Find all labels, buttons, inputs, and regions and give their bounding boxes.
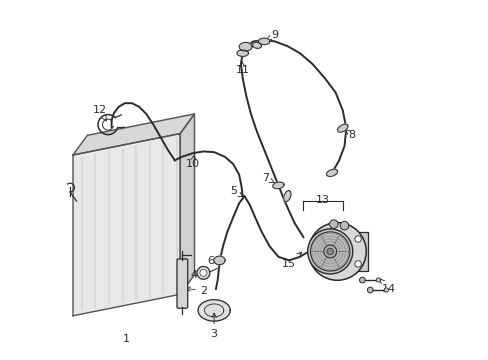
Circle shape — [308, 222, 366, 280]
Text: 3: 3 — [210, 313, 217, 339]
Circle shape — [329, 220, 337, 228]
Text: 13: 13 — [315, 195, 329, 204]
Circle shape — [310, 232, 349, 271]
Circle shape — [376, 278, 380, 282]
Text: 1: 1 — [123, 334, 130, 344]
Circle shape — [326, 248, 333, 255]
Circle shape — [200, 269, 206, 276]
Polygon shape — [272, 182, 284, 189]
Text: 10: 10 — [185, 155, 199, 169]
Text: 7: 7 — [262, 173, 274, 183]
Polygon shape — [252, 42, 261, 48]
Text: 4: 4 — [190, 270, 202, 280]
Text: 15: 15 — [282, 252, 301, 269]
Circle shape — [323, 245, 336, 258]
Polygon shape — [326, 169, 337, 176]
Circle shape — [307, 229, 352, 274]
Polygon shape — [337, 124, 347, 132]
Polygon shape — [180, 114, 194, 294]
Circle shape — [366, 287, 372, 293]
Circle shape — [340, 221, 348, 230]
Circle shape — [354, 261, 361, 267]
Polygon shape — [198, 300, 230, 321]
Polygon shape — [73, 134, 180, 316]
Text: 9: 9 — [265, 30, 278, 40]
Text: 11: 11 — [235, 62, 249, 75]
Circle shape — [384, 288, 387, 292]
Text: 12: 12 — [93, 105, 107, 121]
Polygon shape — [283, 190, 290, 202]
Text: 5: 5 — [230, 186, 243, 197]
Polygon shape — [73, 114, 194, 155]
Text: 8: 8 — [345, 129, 354, 140]
Text: 6: 6 — [206, 256, 218, 266]
Polygon shape — [258, 38, 269, 45]
Circle shape — [197, 266, 209, 279]
Circle shape — [354, 236, 361, 242]
Polygon shape — [239, 42, 251, 51]
Polygon shape — [237, 50, 248, 57]
Text: 2: 2 — [185, 285, 207, 296]
Text: 14: 14 — [379, 279, 395, 294]
FancyBboxPatch shape — [348, 232, 367, 271]
Polygon shape — [214, 256, 224, 265]
FancyBboxPatch shape — [177, 259, 187, 308]
Circle shape — [359, 277, 365, 283]
